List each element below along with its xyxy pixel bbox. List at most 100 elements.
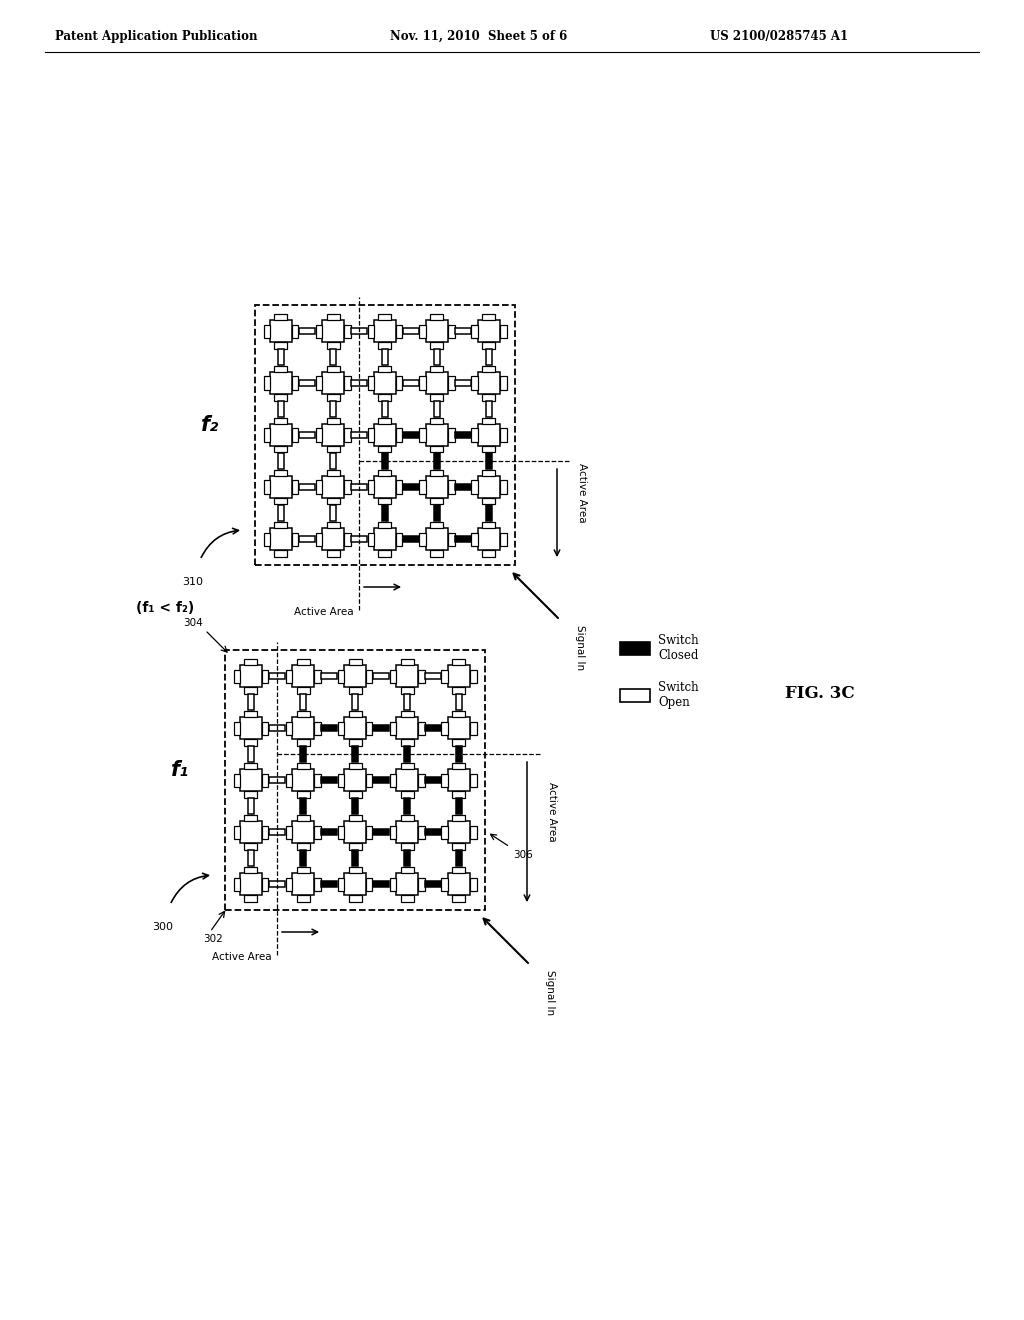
Bar bbox=[434, 506, 440, 521]
Bar bbox=[420, 480, 426, 494]
Bar bbox=[425, 829, 441, 836]
Bar bbox=[292, 717, 314, 739]
Bar bbox=[379, 470, 391, 477]
Bar bbox=[274, 393, 288, 400]
Bar bbox=[485, 453, 493, 469]
Bar bbox=[368, 325, 374, 338]
Bar bbox=[245, 659, 257, 665]
Bar bbox=[351, 432, 367, 438]
Bar bbox=[453, 686, 466, 693]
Bar bbox=[292, 325, 299, 338]
Text: Active Area: Active Area bbox=[294, 607, 354, 616]
Bar bbox=[389, 774, 396, 787]
Bar bbox=[426, 319, 447, 342]
Bar bbox=[263, 480, 270, 494]
Bar bbox=[418, 669, 425, 682]
Bar bbox=[441, 825, 447, 838]
Bar bbox=[441, 878, 447, 891]
Bar bbox=[620, 642, 650, 655]
Bar bbox=[286, 774, 292, 787]
Bar bbox=[344, 325, 350, 338]
Bar bbox=[478, 477, 500, 498]
Bar bbox=[368, 480, 374, 494]
Bar bbox=[482, 470, 496, 477]
Bar bbox=[297, 763, 309, 770]
Bar bbox=[455, 380, 471, 387]
Bar bbox=[374, 424, 396, 446]
Bar bbox=[297, 710, 309, 717]
Bar bbox=[482, 314, 496, 319]
Bar bbox=[379, 342, 391, 348]
Bar bbox=[426, 424, 447, 446]
Bar bbox=[470, 669, 476, 682]
Text: f₂: f₂ bbox=[201, 414, 219, 436]
Bar bbox=[441, 722, 447, 734]
Bar bbox=[351, 536, 367, 543]
Bar bbox=[420, 429, 426, 441]
Bar bbox=[374, 319, 396, 342]
Bar bbox=[348, 710, 361, 717]
Bar bbox=[471, 325, 478, 338]
Bar bbox=[366, 669, 373, 682]
Bar bbox=[420, 532, 426, 545]
Bar bbox=[351, 380, 367, 387]
Bar bbox=[382, 453, 388, 469]
Bar bbox=[344, 821, 366, 843]
Bar bbox=[338, 825, 344, 838]
Bar bbox=[455, 432, 471, 438]
Bar bbox=[327, 470, 340, 477]
Bar bbox=[240, 821, 262, 843]
Bar bbox=[292, 873, 314, 895]
Bar bbox=[403, 746, 411, 762]
Bar bbox=[300, 694, 306, 710]
Bar bbox=[292, 665, 314, 686]
Bar bbox=[453, 843, 466, 850]
Bar bbox=[453, 739, 466, 746]
Text: Patent Application Publication: Patent Application Publication bbox=[55, 30, 257, 44]
Bar bbox=[620, 689, 650, 702]
Bar bbox=[430, 366, 443, 372]
Bar bbox=[314, 774, 321, 787]
Bar bbox=[233, 669, 240, 682]
Bar bbox=[269, 829, 285, 836]
Bar bbox=[400, 686, 414, 693]
Bar bbox=[403, 380, 419, 387]
Bar bbox=[373, 829, 389, 836]
Bar bbox=[338, 878, 344, 891]
Bar bbox=[418, 774, 425, 787]
Bar bbox=[321, 829, 337, 836]
Bar bbox=[348, 686, 361, 693]
Text: (f₁ < f₂): (f₁ < f₂) bbox=[136, 601, 195, 615]
Bar bbox=[396, 873, 418, 895]
Bar bbox=[379, 498, 391, 504]
Bar bbox=[403, 799, 411, 814]
Bar bbox=[327, 521, 340, 528]
Bar bbox=[321, 880, 337, 887]
Bar bbox=[262, 669, 268, 682]
Bar bbox=[274, 498, 288, 504]
Bar bbox=[274, 417, 288, 424]
Bar bbox=[403, 536, 419, 543]
Bar bbox=[434, 453, 440, 469]
Bar bbox=[233, 722, 240, 734]
Bar bbox=[314, 878, 321, 891]
Bar bbox=[299, 432, 315, 438]
Bar bbox=[278, 506, 285, 521]
Bar bbox=[352, 850, 358, 866]
Bar bbox=[274, 521, 288, 528]
Bar bbox=[299, 483, 315, 490]
Bar bbox=[330, 453, 336, 469]
Bar bbox=[456, 746, 462, 762]
Bar bbox=[396, 429, 402, 441]
Text: Switch
Open: Switch Open bbox=[658, 681, 698, 709]
Bar bbox=[352, 694, 358, 710]
Bar bbox=[274, 342, 288, 348]
Bar bbox=[456, 799, 462, 814]
Bar bbox=[441, 669, 447, 682]
Text: Active Area: Active Area bbox=[577, 463, 587, 523]
Bar bbox=[286, 825, 292, 838]
Bar bbox=[233, 774, 240, 787]
Bar bbox=[269, 776, 285, 783]
Bar bbox=[482, 498, 496, 504]
Bar bbox=[418, 722, 425, 734]
